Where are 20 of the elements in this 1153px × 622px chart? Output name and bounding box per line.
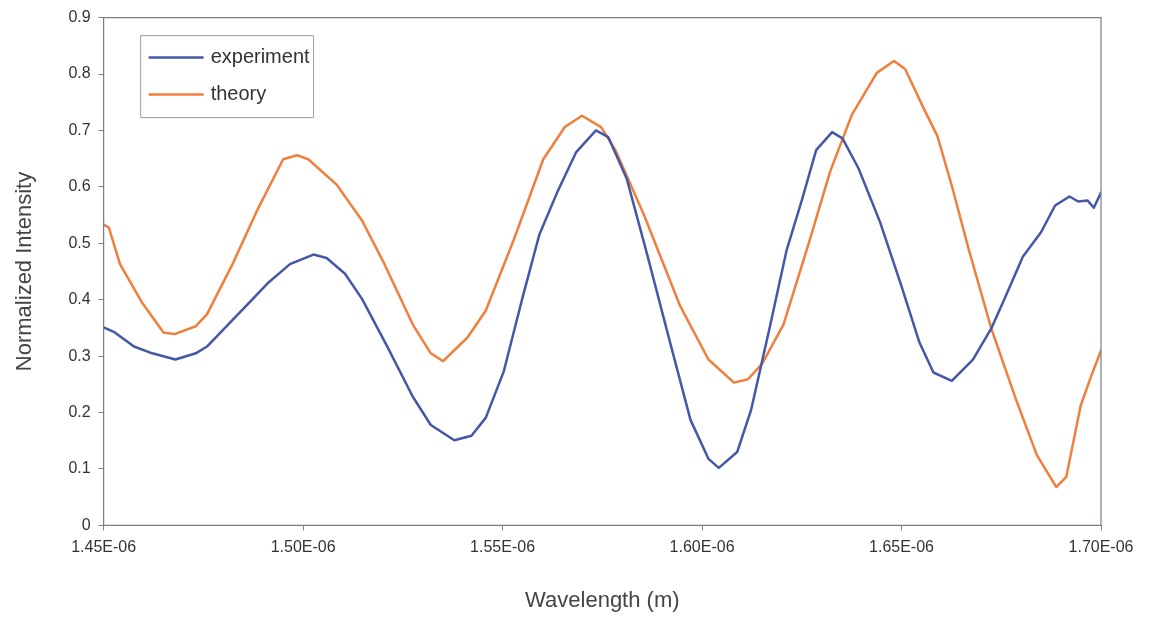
y-tick-label: 0.7	[68, 120, 91, 138]
y-tick-label: 0.5	[68, 233, 91, 251]
x-tick-label: 1.45E-06	[71, 538, 137, 556]
y-tick-label: 0.6	[68, 177, 91, 195]
y-tick-label: 0.8	[68, 64, 91, 82]
x-axis-title: Wavelength (m)	[525, 586, 680, 612]
x-tick-label: 1.50E-06	[270, 538, 336, 556]
y-tick-label: 0	[81, 515, 91, 533]
y-tick-label: 0.3	[68, 346, 91, 364]
x-tick-label: 1.55E-06	[470, 538, 536, 556]
legend-label: experiment	[210, 45, 311, 68]
y-tick-label: 0.9	[68, 8, 91, 26]
y-tick-label: 0.4	[68, 290, 91, 308]
x-tick-label: 1.60E-06	[669, 538, 735, 556]
x-tick-label: 1.65E-06	[869, 538, 935, 556]
x-tick-label: 1.70E-06	[1068, 538, 1134, 556]
legend-label: theory	[210, 82, 267, 105]
y-tick-label: 0.2	[68, 402, 91, 420]
y-tick-label: 0.1	[68, 459, 91, 477]
y-axis-title: Normalized Intensity	[11, 171, 37, 372]
